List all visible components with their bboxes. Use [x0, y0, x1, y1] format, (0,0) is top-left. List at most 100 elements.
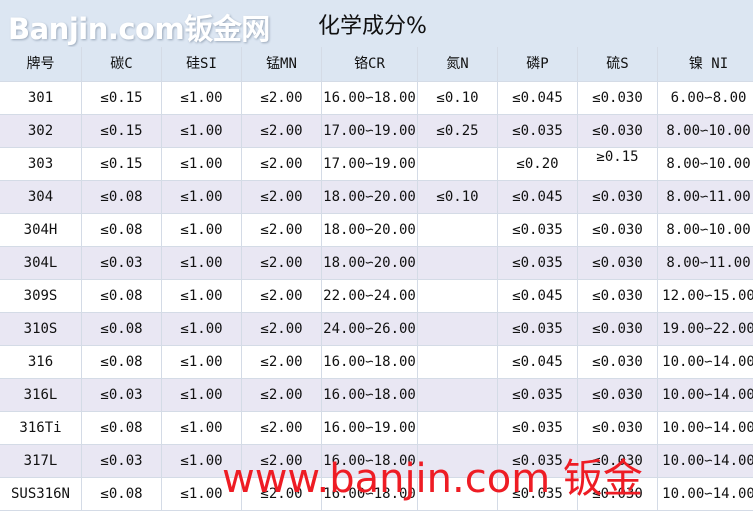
table-cell: ≤2.00 — [242, 478, 322, 511]
header-cell: 硫S — [578, 47, 658, 82]
table-cell: 18.00∽20.00 — [322, 247, 418, 280]
watermark: Banjin.com钣金网 — [8, 12, 270, 46]
table-cell: ≤0.20 — [498, 148, 578, 181]
table-cell: 316L — [0, 379, 82, 412]
table-cell — [418, 148, 498, 181]
table-cell: ≤2.00 — [242, 445, 322, 478]
title-bar — [0, 0, 753, 47]
table-cell: ≤0.030 — [578, 280, 658, 313]
table-cell: ≤0.030 — [578, 214, 658, 247]
table-cell: ≤1.00 — [162, 82, 242, 115]
table-cell: ≤0.035 — [498, 313, 578, 346]
table-cell: ≤0.030 — [578, 478, 658, 511]
table-cell: ≤1.00 — [162, 148, 242, 181]
table-cell: ≤2.00 — [242, 148, 322, 181]
table-cell: ≤0.25 — [418, 115, 498, 148]
table-cell — [418, 445, 498, 478]
table-cell: ≤2.00 — [242, 346, 322, 379]
table-cell: 17.00∽19.00 — [322, 148, 418, 181]
header-cell: 碳C — [82, 47, 162, 82]
table-cell: ≤1.00 — [162, 181, 242, 214]
table-cell: ≤2.00 — [242, 313, 322, 346]
table-cell: ≤0.10 — [418, 181, 498, 214]
table-cell: 316 — [0, 346, 82, 379]
table-cell — [418, 280, 498, 313]
table-cell: ≤0.03 — [82, 247, 162, 280]
table-cell: 302 — [0, 115, 82, 148]
header-cell: 牌号 — [0, 47, 82, 82]
table-cell: ≤0.035 — [498, 412, 578, 445]
table-cell: 8.00∽10.00 — [658, 214, 753, 247]
table-cell: 10.00∽14.00 — [658, 412, 753, 445]
table-cell: 10.00∽14.00 — [658, 478, 753, 511]
table-cell: 8.00∽10.00 — [658, 115, 753, 148]
table-cell — [418, 214, 498, 247]
table-cell: ≤0.030 — [578, 412, 658, 445]
table-cell: ≤2.00 — [242, 82, 322, 115]
table-cell: ≥0.15 — [578, 148, 658, 181]
table-cell: 316Ti — [0, 412, 82, 445]
table-cell: 10.00∽14.00 — [658, 445, 753, 478]
table-cell: ≤1.00 — [162, 445, 242, 478]
table-cell: ≤0.08 — [82, 280, 162, 313]
table-cell: ≤0.08 — [82, 214, 162, 247]
table-cell: ≤0.045 — [498, 82, 578, 115]
table-cell: 17.00∽19.00 — [322, 115, 418, 148]
table-cell: ≤0.030 — [578, 346, 658, 379]
table-cell: ≤0.08 — [82, 346, 162, 379]
table-cell: 18.00∽20.00 — [322, 181, 418, 214]
table-cell: 304H — [0, 214, 82, 247]
table-cell: 24.00∽26.00 — [322, 313, 418, 346]
table-cell: ≤1.00 — [162, 478, 242, 511]
header-cell: 锰MN — [242, 47, 322, 82]
table-cell: 301 — [0, 82, 82, 115]
table-cell: ≤0.035 — [498, 247, 578, 280]
table-cell: ≤1.00 — [162, 214, 242, 247]
table-cell: ≤2.00 — [242, 115, 322, 148]
table-cell: ≤0.030 — [578, 445, 658, 478]
table-cell: ≤0.030 — [578, 247, 658, 280]
table-cell: ≤0.15 — [82, 82, 162, 115]
table-cell — [418, 313, 498, 346]
table-cell: ≤2.00 — [242, 247, 322, 280]
table-cell: 309S — [0, 280, 82, 313]
table-cell: ≤2.00 — [242, 181, 322, 214]
table-cell: 22.00∽24.00 — [322, 280, 418, 313]
table-cell: ≤0.035 — [498, 115, 578, 148]
table-cell: ≤0.035 — [498, 445, 578, 478]
table-cell: 12.00∽15.00 — [658, 280, 753, 313]
table-cell — [418, 412, 498, 445]
table-cell: 6.00∽8.00 — [658, 82, 753, 115]
table-cell: ≤0.030 — [578, 313, 658, 346]
table-cell: ≤2.00 — [242, 379, 322, 412]
table-cell: ≤0.045 — [498, 346, 578, 379]
table-cell: ≤0.08 — [82, 181, 162, 214]
table-cell: 10.00∽14.00 — [658, 379, 753, 412]
header-cell: 磷P — [498, 47, 578, 82]
table-cell: 10.00∽14.00 — [658, 346, 753, 379]
table-cell: ≤0.030 — [578, 82, 658, 115]
table-cell: ≤2.00 — [242, 412, 322, 445]
table-cell: 310S — [0, 313, 82, 346]
table-cell: SUS316N — [0, 478, 82, 511]
table-cell: ≤1.00 — [162, 280, 242, 313]
table-cell: 18.00∽20.00 — [322, 214, 418, 247]
table-cell — [418, 247, 498, 280]
table-cell: ≤0.035 — [498, 478, 578, 511]
table-cell: ≤0.030 — [578, 181, 658, 214]
table-cell: ≤1.00 — [162, 412, 242, 445]
table-cell: ≤0.15 — [82, 115, 162, 148]
table-cell: ≤0.030 — [578, 379, 658, 412]
table-cell: ≤0.035 — [498, 379, 578, 412]
table-cell — [418, 478, 498, 511]
header-cell: 铬CR — [322, 47, 418, 82]
table-cell: 16.00∽19.00 — [322, 412, 418, 445]
table-cell: ≤1.00 — [162, 379, 242, 412]
table-cell: ≤2.00 — [242, 214, 322, 247]
table-cell: 8.00∽11.00 — [658, 247, 753, 280]
header-cell: 镍 NI — [658, 47, 753, 82]
table-cell: 19.00∽22.00 — [658, 313, 753, 346]
table-cell: ≤0.10 — [418, 82, 498, 115]
table-cell: 16.00∽18.00 — [322, 478, 418, 511]
table-cell: 8.00∽11.00 — [658, 181, 753, 214]
